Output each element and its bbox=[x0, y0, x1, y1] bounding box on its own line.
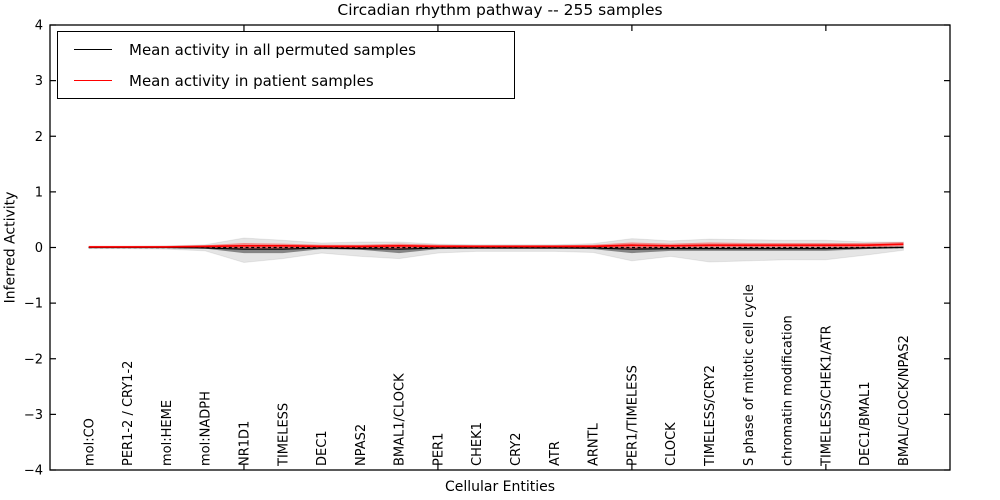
x-entity-label: ARNTL bbox=[587, 422, 602, 466]
x-entity-label: BMAL/CLOCK/NPAS2 bbox=[897, 335, 912, 466]
legend-entry-patient: Mean activity in patient samples bbox=[58, 65, 514, 96]
x-entity-label: CHEK1 bbox=[470, 422, 485, 466]
y-tick-label: 0 bbox=[35, 241, 43, 256]
y-tick-label: 1 bbox=[35, 185, 43, 200]
y-tick-label: −4 bbox=[24, 464, 43, 479]
x-entity-label: NR1D1 bbox=[237, 421, 252, 466]
x-entity-label: PER1-2 / CRY1-2 bbox=[121, 361, 136, 466]
legend-label: Mean activity in all permuted samples bbox=[129, 40, 416, 59]
x-axis-label: Cellular Entities bbox=[444, 479, 556, 495]
y-tick-label: 4 bbox=[35, 19, 43, 34]
x-entity-label: BMAL1/CLOCK bbox=[393, 373, 408, 466]
patient-line-swatch bbox=[74, 80, 112, 81]
x-entity-label: ATR bbox=[548, 441, 563, 466]
y-tick-label: −1 bbox=[24, 297, 43, 312]
legend-label: Mean activity in patient samples bbox=[129, 71, 374, 90]
y-tick-label: 3 bbox=[35, 74, 43, 89]
legend: Mean activity in all permuted samples Me… bbox=[57, 31, 515, 99]
x-entity-label: chromatin modification bbox=[781, 315, 796, 466]
x-entity-label: mol:CO bbox=[82, 418, 97, 466]
x-entity-label: CLOCK bbox=[664, 422, 679, 466]
legend-entry-permuted: Mean activity in all permuted samples bbox=[58, 34, 514, 65]
band-permuted-range bbox=[88, 237, 904, 264]
y-tick-label: −3 bbox=[24, 408, 43, 423]
x-entity-label: mol:HEME bbox=[160, 400, 175, 466]
x-entity-label: TIMELESS/CRY2 bbox=[703, 365, 718, 467]
x-entity-label: mol:NADPH bbox=[199, 391, 214, 466]
x-entity-label: NPAS2 bbox=[354, 424, 369, 466]
x-entity-label: PER1 bbox=[431, 433, 446, 466]
x-entity-label: DEC1/BMAL1 bbox=[858, 382, 873, 467]
x-entity-label: PER1/TIMELESS bbox=[625, 365, 640, 466]
x-entity-label: DEC1 bbox=[315, 430, 330, 466]
permuted-line-swatch bbox=[74, 49, 112, 50]
x-entity-label: CRY2 bbox=[509, 433, 524, 467]
series-permuted-mean bbox=[88, 246, 904, 250]
series-patient-mean bbox=[88, 243, 904, 248]
x-entity-label: TIMELESS bbox=[276, 403, 291, 467]
x-entity-label: S phase of mitotic cell cycle bbox=[742, 284, 757, 466]
x-entity-label: TIMELESS/CHEK1/ATR bbox=[819, 325, 834, 467]
y-tick-label: −2 bbox=[24, 352, 43, 367]
y-tick-label: 2 bbox=[35, 130, 43, 145]
chart-title: Circadian rhythm pathway -- 255 samples bbox=[337, 1, 663, 19]
y-axis-label: Inferred Activity bbox=[2, 191, 19, 304]
